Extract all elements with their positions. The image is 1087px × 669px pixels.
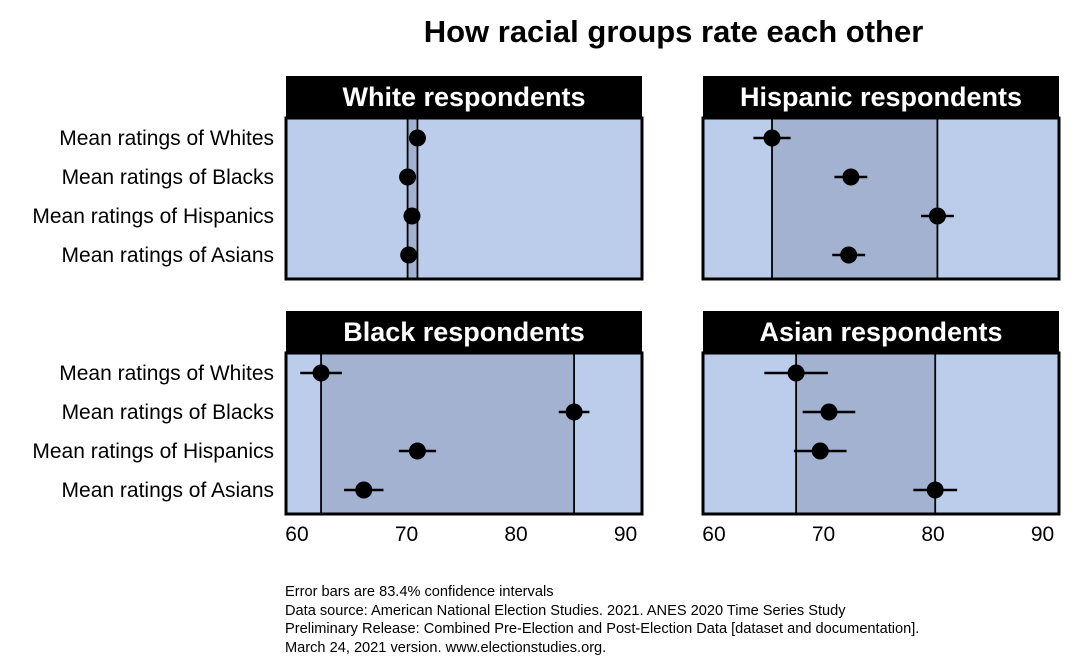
x-tick-label: 60 <box>702 523 725 546</box>
panel-frame-1 <box>701 116 1061 281</box>
data-point <box>403 207 421 225</box>
range-band-0 <box>407 118 418 279</box>
panel-frame-3 <box>701 351 1061 516</box>
panel-frame-0 <box>284 116 644 281</box>
data-point <box>840 246 858 264</box>
x-tick-label: 60 <box>285 523 308 546</box>
data-point <box>355 481 373 499</box>
panel-frame-2 <box>284 351 644 516</box>
x-tick-label: 80 <box>921 523 944 546</box>
x-tick-label: 70 <box>812 523 835 546</box>
data-point <box>787 364 805 382</box>
panel-header-3 <box>703 311 1059 355</box>
panel-header-0 <box>286 76 642 120</box>
category-label: Mean ratings of Whites <box>59 127 274 150</box>
category-label: Mean ratings of Hispanics <box>32 205 274 228</box>
data-point <box>565 403 583 421</box>
data-point <box>312 364 330 382</box>
data-point <box>763 129 781 147</box>
x-tick-label: 90 <box>614 523 637 546</box>
data-point <box>820 403 838 421</box>
data-point <box>408 442 426 460</box>
category-label: Mean ratings of Asians <box>62 244 274 267</box>
panel-header-1 <box>703 76 1059 120</box>
data-point <box>926 481 944 499</box>
panel-header-2 <box>286 311 642 355</box>
data-point <box>842 168 860 186</box>
note-data-source: Data source: American National Election … <box>285 602 846 619</box>
data-point <box>408 129 426 147</box>
panel-background-0 <box>286 118 642 279</box>
range-band-3 <box>796 353 936 514</box>
category-label: Mean ratings of Blacks <box>62 166 274 189</box>
data-point <box>399 168 417 186</box>
x-tick-label: 80 <box>504 523 527 546</box>
note-error-bars: Error bars are 83.4% confidence interval… <box>285 584 554 600</box>
x-tick-label: 90 <box>1031 523 1054 546</box>
panel-title-3: Asian respondents <box>759 317 1002 347</box>
category-label: Mean ratings of Asians <box>62 479 274 502</box>
panel-title-0: White respondents <box>342 82 585 112</box>
category-label: Mean ratings of Blacks <box>62 401 274 424</box>
data-point <box>811 442 829 460</box>
category-label: Mean ratings of Hispanics <box>32 440 274 463</box>
data-point <box>400 246 418 264</box>
data-point <box>928 207 946 225</box>
note-release: Preliminary Release: Combined Pre-Electi… <box>285 621 920 637</box>
category-label: Mean ratings of Whites <box>59 362 274 385</box>
x-tick-label: 70 <box>395 523 418 546</box>
note-version: March 24, 2021 version. www.electionstud… <box>285 639 607 656</box>
chart-notes: Error bars are 83.4% confidence interval… <box>285 583 919 657</box>
panel-title-2: Black respondents <box>343 317 585 347</box>
panel-title-1: Hispanic respondents <box>740 82 1022 112</box>
chart-title: How racial groups rate each other <box>423 14 924 49</box>
